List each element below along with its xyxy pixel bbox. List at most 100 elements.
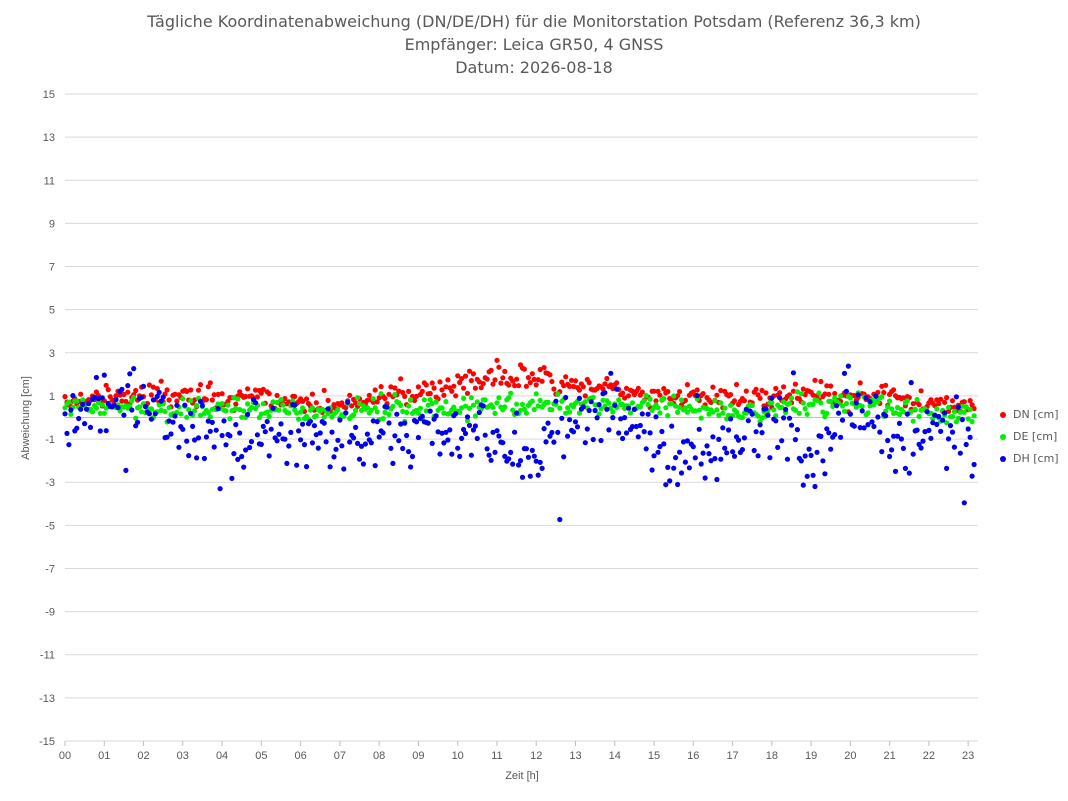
data-point [180, 396, 186, 402]
data-point [248, 405, 255, 411]
data-point [313, 400, 319, 406]
data-point [215, 391, 221, 397]
data-point [341, 466, 347, 472]
data-point [241, 408, 247, 414]
data-point [720, 425, 726, 431]
data-point [270, 399, 276, 405]
data-point [696, 407, 702, 413]
legend-item-dh: DH [cm] [1000, 452, 1059, 474]
data-point [951, 444, 958, 450]
data-point [351, 435, 357, 441]
data-point [722, 405, 728, 411]
data-point [816, 390, 822, 396]
data-point [853, 400, 859, 406]
data-point [166, 418, 172, 424]
data-point [243, 447, 249, 453]
legend: DN [cm] DE [cm] DH [cm] [1000, 408, 1059, 474]
data-point [625, 405, 632, 411]
data-point [325, 397, 331, 403]
data-point [162, 408, 168, 415]
data-point [533, 382, 539, 388]
data-point [113, 397, 119, 403]
x-tick-label: 20 [844, 750, 856, 762]
data-point [649, 467, 655, 473]
data-point [101, 410, 107, 416]
data-point [264, 418, 270, 425]
data-point [828, 383, 834, 389]
data-point [910, 451, 916, 457]
data-point [594, 415, 600, 421]
data-point [197, 382, 204, 388]
data-point [627, 410, 634, 416]
data-point [170, 419, 176, 425]
data-point [863, 395, 869, 401]
data-point [103, 405, 109, 411]
data-point [461, 385, 467, 391]
data-point [484, 376, 490, 382]
x-tick-label: 10 [452, 750, 464, 762]
data-point [95, 399, 101, 405]
data-point [464, 414, 471, 420]
data-point [716, 436, 722, 442]
data-point [596, 402, 602, 408]
data-point [364, 397, 370, 403]
data-point [252, 400, 259, 406]
data-point [241, 464, 247, 470]
data-point [380, 416, 386, 422]
data-point [457, 379, 463, 386]
data-point [494, 357, 500, 363]
data-point [533, 391, 539, 397]
data-point [197, 398, 204, 404]
data-point [553, 398, 559, 404]
data-point [461, 426, 467, 433]
data-point [622, 395, 628, 401]
data-point [421, 397, 427, 403]
data-point [451, 383, 457, 389]
data-point [443, 384, 449, 390]
data-point [961, 500, 967, 506]
data-point [335, 407, 341, 413]
data-point [93, 374, 99, 381]
data-point [508, 390, 514, 396]
data-point [955, 415, 962, 421]
data-point [445, 377, 451, 383]
data-point [616, 430, 622, 436]
data-point [229, 475, 235, 481]
data-point [965, 416, 971, 422]
data-point [278, 397, 284, 403]
data-point [633, 423, 640, 430]
data-point [865, 422, 871, 428]
data-point [313, 413, 319, 419]
data-point [655, 449, 661, 455]
data-point [922, 429, 928, 435]
data-point [286, 410, 292, 416]
data-point [197, 412, 204, 418]
data-point [942, 410, 948, 416]
data-point [891, 387, 897, 393]
data-point [523, 383, 530, 389]
data-point [199, 403, 205, 409]
data-point [103, 382, 109, 388]
data-point [492, 377, 498, 383]
x-tick-label: 00 [59, 750, 71, 762]
data-point [818, 400, 824, 406]
data-point [437, 451, 443, 457]
data-point [563, 394, 569, 401]
data-point [474, 435, 480, 442]
data-point [765, 412, 771, 418]
data-point [215, 401, 221, 407]
x-tick-label: 15 [648, 750, 660, 762]
data-point [192, 397, 198, 403]
data-point [724, 450, 730, 456]
data-point [423, 382, 429, 388]
data-point [971, 461, 977, 468]
data-point [492, 449, 498, 455]
data-point [500, 375, 506, 381]
data-point [300, 398, 306, 404]
data-point [810, 392, 816, 398]
data-point [576, 410, 583, 416]
data-point [195, 387, 202, 393]
data-point [643, 446, 649, 452]
data-point [675, 481, 681, 488]
data-point [125, 383, 131, 389]
